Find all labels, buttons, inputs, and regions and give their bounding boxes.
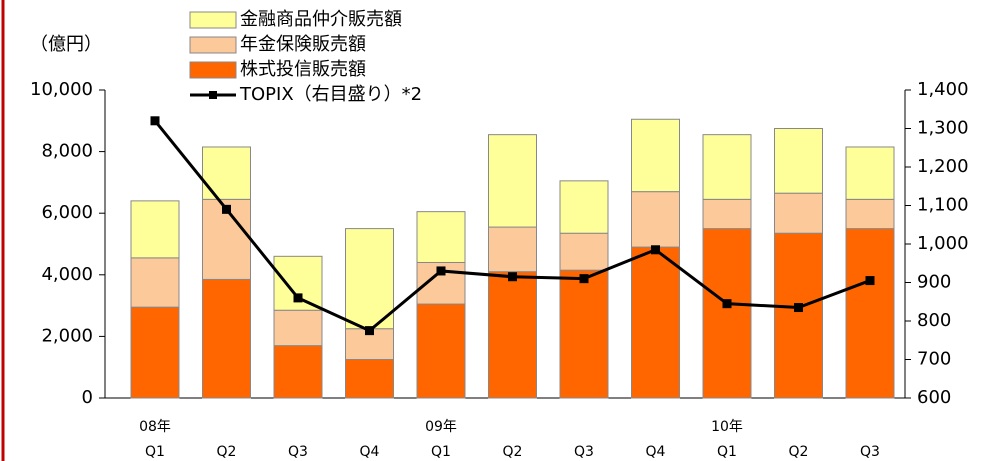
legend-swatch [189,11,237,29]
x-tick-label: Q1 [717,444,737,460]
y-tick-label: 10,000 [30,79,93,100]
legend-swatch [189,36,237,54]
topix-marker [150,116,160,126]
topix-marker [508,272,517,282]
bar-segment [273,345,323,399]
legend-label: 年金保険販売額 [240,34,366,55]
y2-tick-label: 800 [917,310,951,331]
legend-label: 株式投信販売額 [240,59,366,80]
bar-segment [702,198,752,230]
bar-segment [416,211,466,263]
y-tick-label: 0 [82,387,93,408]
year-label: 09年 [425,419,457,435]
year-label: 10年 [711,419,743,435]
y2-tick-label: 1,400 [917,79,969,100]
bar-segment [273,309,323,347]
bar-segment [631,191,680,248]
y-tick-label: 2,000 [41,325,93,346]
x-tick-label: Q3 [860,444,880,460]
bar-segment [488,226,537,273]
bar-segment [631,118,680,193]
bar-segment [345,228,394,330]
bar-segment [416,303,466,399]
bar-segment [559,180,609,234]
x-tick-label: Q2 [217,444,237,460]
x-tick-label: Q3 [288,444,308,460]
y-label: （億円） [30,34,102,55]
bar-segment [488,134,537,228]
y2-tick-label: 1,000 [917,233,969,254]
x-tick-label: Q1 [431,444,451,460]
y-tick-label: 6,000 [41,202,93,223]
topix-marker [579,274,589,284]
x-tick-label: Q4 [360,444,380,460]
y2-tick-label: 700 [917,349,951,370]
x-tick-label: Q2 [503,444,523,460]
y2-tick-label: 900 [917,272,951,293]
y2-tick-label: 600 [917,387,951,408]
topix-marker [794,303,803,313]
legend-label: 金融商品仲介販売額 [240,9,402,30]
y2-tick-label: 1,200 [917,156,969,177]
bar-segment [345,359,394,399]
year-label: 08年 [139,419,171,435]
x-tick-label: Q2 [789,444,809,460]
bar-segment [845,228,895,399]
bar-segment [202,146,251,200]
bar-segment [631,246,680,399]
y2-tick-label: 1,300 [917,118,969,139]
bar-segment [774,232,823,399]
bar-segment [130,257,180,308]
topix-marker [293,293,303,303]
topix-marker [722,299,732,309]
bar-segment [130,200,180,259]
bar-segment [488,271,537,399]
bar-segment [202,278,251,399]
bar-segment [702,134,752,200]
bar-segment [130,306,180,399]
bar-segment [559,232,609,271]
bar-segment [559,269,609,399]
bar-segment [845,146,895,200]
legend-marker [209,91,217,99]
topix-marker [222,204,231,214]
topix-marker [436,266,446,276]
x-tick-label: Q3 [574,444,594,460]
legend-label: TOPIX（右目盛り）*2 [239,84,422,105]
topix-marker [651,245,660,255]
bar-segment [845,198,895,230]
legend-swatch [189,61,237,79]
bar-segment [774,128,823,194]
y2-tick-label: 1,100 [917,195,969,216]
topix-marker [865,276,875,286]
y-tick-label: 4,000 [41,264,93,285]
bar-segment [774,192,823,234]
y-tick-label: 8,000 [41,141,93,162]
bar-segment [702,228,752,399]
x-tick-label: Q1 [145,444,165,460]
x-tick-label: Q4 [646,444,666,460]
topix-marker [365,326,374,336]
